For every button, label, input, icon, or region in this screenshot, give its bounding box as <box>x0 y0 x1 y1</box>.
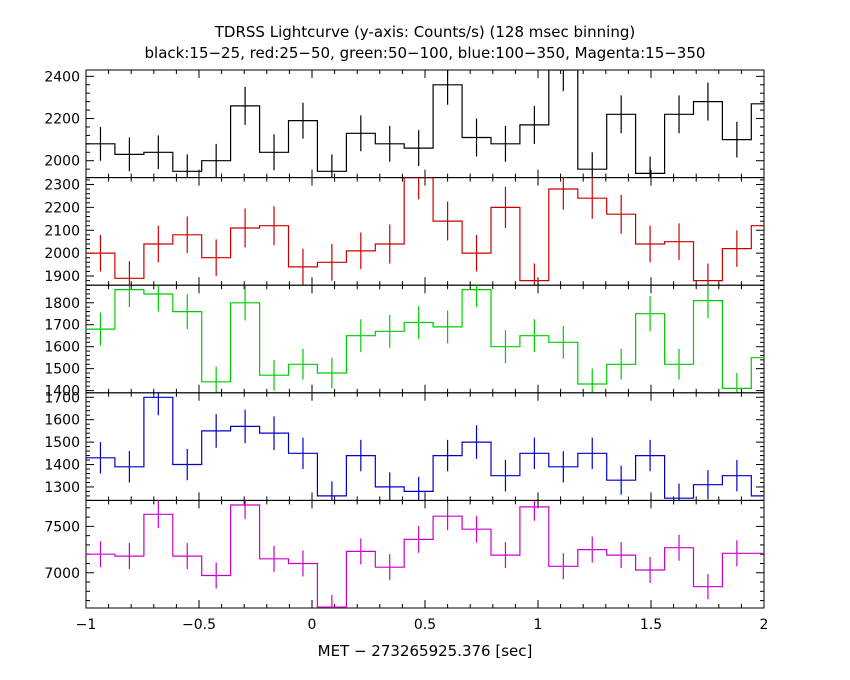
y-tick-label: 2100 <box>44 223 80 239</box>
x-tick-label: 2 <box>760 617 769 633</box>
x-tick-label: −0.5 <box>182 617 216 633</box>
panel-1: 2000 2200 2400 <box>44 69 765 179</box>
panels: 2000 2200 2400 1900 2000 2100 2200 2300 1400 1500… <box>44 69 765 609</box>
x-tick-label: 1.5 <box>640 617 662 633</box>
x-tick-label: 0.5 <box>414 617 436 633</box>
step-line <box>86 70 764 174</box>
step-line <box>86 177 764 282</box>
chart-title: TDRSS Lightcurve (y-axis: Counts/s) (128… <box>214 23 635 41</box>
y-tick-label: 7500 <box>44 519 80 535</box>
y-tick-label: 1500 <box>44 362 80 378</box>
y-tick-label: 2400 <box>44 69 80 85</box>
panel-frame <box>85 392 765 501</box>
y-tick-label: 2000 <box>44 154 80 170</box>
y-tick-label: 1700 <box>44 390 80 406</box>
y-tick-label: 1500 <box>44 435 80 451</box>
y-tick-label: 2200 <box>44 200 80 216</box>
y-tick-label: 1600 <box>44 340 80 356</box>
x-tick-label: 0 <box>308 617 317 633</box>
panel-data <box>86 392 764 501</box>
y-tick-label: 1900 <box>44 269 80 285</box>
x-tick-label: −1 <box>76 617 97 633</box>
y-tick-label: 2300 <box>44 177 80 193</box>
step-line <box>86 504 764 608</box>
y-tick-label: 2200 <box>44 112 80 128</box>
step-line <box>86 289 764 389</box>
y-tick-label: 1400 <box>44 458 80 474</box>
x-tick-label: 1 <box>534 617 543 633</box>
y-tick-label: 1600 <box>44 413 80 429</box>
panel-5: 7000 7500 <box>44 499 765 609</box>
panel-3: 1400 1500 1600 1700 1800 <box>44 284 765 400</box>
x-axis: −1 −0.5 0 0.5 1 1.5 2 <box>76 617 769 633</box>
panel-2: 1900 2000 2100 2200 2300 <box>44 177 765 286</box>
panel-data <box>86 285 764 393</box>
panel-data <box>86 70 764 178</box>
y-tick-label: 7000 <box>44 566 80 582</box>
step-line <box>86 396 764 499</box>
panel-4: 1300 1400 1500 1600 1700 <box>44 390 765 501</box>
y-tick-label: 1800 <box>44 296 80 312</box>
chart-subtitle: black:15−25, red:25−50, green:50−100, bl… <box>145 44 706 62</box>
y-tick-label: 2000 <box>44 246 80 262</box>
y-tick-label: 1300 <box>44 480 80 496</box>
y-tick-label: 1700 <box>44 318 80 334</box>
panel-data <box>86 500 764 608</box>
x-axis-label: MET − 273265925.376 [sec] <box>318 642 533 660</box>
panel-data <box>86 177 764 286</box>
y-tick-label: 1400 <box>44 384 80 400</box>
